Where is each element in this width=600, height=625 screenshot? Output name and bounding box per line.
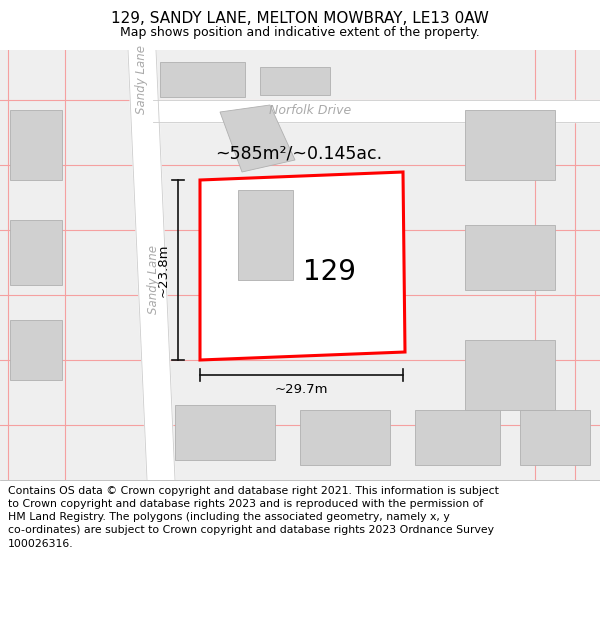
Bar (238, 190, 293, 280)
Polygon shape (153, 100, 600, 122)
Text: Map shows position and indicative extent of the property.: Map shows position and indicative extent… (120, 26, 480, 39)
Bar (465, 110, 555, 180)
Polygon shape (128, 50, 175, 480)
Bar (300, 410, 390, 465)
Bar (10, 220, 62, 285)
Bar (520, 410, 590, 465)
Text: ~29.7m: ~29.7m (275, 383, 328, 396)
Bar (465, 340, 555, 410)
Polygon shape (220, 105, 295, 172)
Bar (10, 110, 62, 180)
Text: ~585m²/~0.145ac.: ~585m²/~0.145ac. (215, 144, 382, 162)
Text: Contains OS data © Crown copyright and database right 2021. This information is : Contains OS data © Crown copyright and d… (8, 486, 499, 549)
Bar (10, 320, 62, 380)
Text: 129, SANDY LANE, MELTON MOWBRAY, LE13 0AW: 129, SANDY LANE, MELTON MOWBRAY, LE13 0A… (111, 11, 489, 26)
Bar (465, 225, 555, 290)
Text: Sandy Lane: Sandy Lane (136, 46, 149, 114)
Text: ~23.8m: ~23.8m (157, 243, 170, 297)
Text: 129: 129 (304, 258, 356, 286)
Bar (415, 410, 500, 465)
Polygon shape (200, 172, 405, 360)
Bar (260, 67, 330, 95)
Text: Sandy Lane: Sandy Lane (146, 246, 160, 314)
Bar (175, 405, 275, 460)
Bar (160, 62, 245, 97)
Text: Norfolk Drive: Norfolk Drive (269, 104, 351, 116)
